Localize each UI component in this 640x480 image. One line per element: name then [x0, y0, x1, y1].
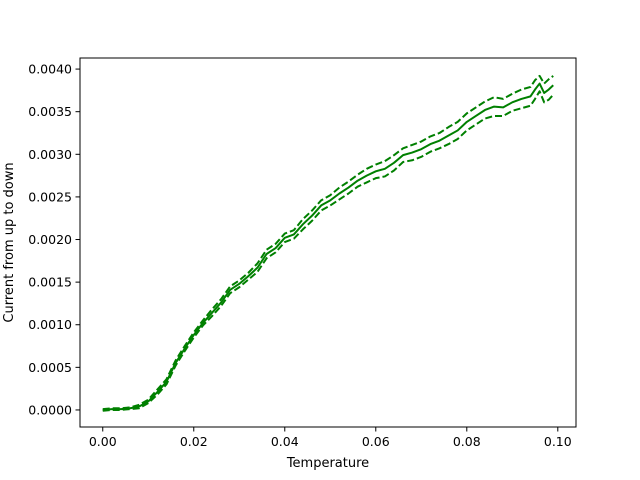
x-tick-label: 0.08: [453, 434, 481, 449]
y-axis: 0.0000 0.0005 0.0010 0.0015 0.0020 0.0025 0.00…: [28, 62, 80, 417]
x-axis-label: Temperature: [286, 456, 369, 471]
y-tick-label: 0.0015: [28, 275, 72, 290]
x-tick-label: 0.04: [271, 434, 299, 449]
series-line-current: [102, 82, 554, 411]
plot-area: [79, 57, 577, 428]
y-tick-label: 0.0010: [28, 317, 72, 332]
y-axis-label: Current from up to down: [2, 162, 17, 322]
y-tick-label: 0.0030: [28, 147, 72, 162]
y-tick-label: 0.0020: [28, 232, 72, 247]
y-tick-label: 0.0025: [28, 189, 72, 204]
y-tick-label: 0.0005: [28, 360, 72, 375]
series-layer: [102, 74, 554, 412]
x-tick-label: 0.02: [180, 434, 208, 449]
axes-frame: [79, 57, 577, 428]
series-line-lower-bound: [102, 90, 554, 412]
x-tick-label: 0.00: [89, 434, 117, 449]
y-tick-label: 0.0035: [28, 104, 72, 119]
axes-background: [80, 58, 576, 427]
x-tick-label: 0.10: [544, 434, 572, 449]
x-tick-label: 0.06: [362, 434, 390, 449]
x-axis: 0.00 0.02 0.04 0.06 0.08 0.10: [89, 427, 572, 449]
y-tick-label: 0.0040: [28, 62, 72, 77]
series-line-upper-bound: [102, 74, 554, 411]
y-tick-label: 0.0000: [28, 402, 72, 417]
